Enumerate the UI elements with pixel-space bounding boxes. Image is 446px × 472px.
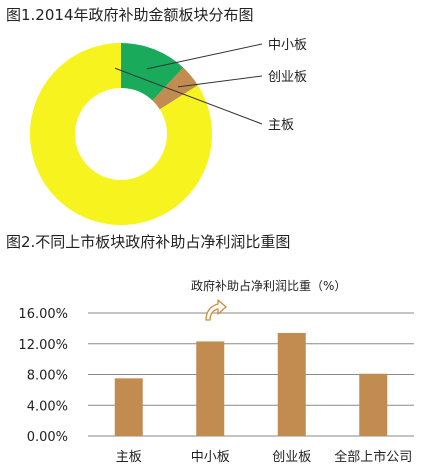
x-tick-label-4: 全部上市公司 <box>334 449 412 465</box>
slice-label-2: 创业板 <box>268 70 307 85</box>
donut-slice-1 <box>121 43 184 101</box>
bar-4 <box>359 373 388 436</box>
y-tick-label-4: 12.00% <box>18 338 68 353</box>
curved-arrow-shape <box>205 299 227 321</box>
y-tick-label-5: 16.00% <box>18 307 68 322</box>
bar-3 <box>277 332 306 436</box>
bar-2 <box>196 341 225 436</box>
bar-1 <box>114 378 143 436</box>
curved-arrow-icon <box>205 299 227 321</box>
slice-label-1: 中小板 <box>268 38 307 53</box>
donut-slice-3 <box>30 43 213 226</box>
y-tick-label-1: 0.00% <box>27 430 68 445</box>
leader-line-1 <box>146 43 263 70</box>
leader-line-2 <box>177 75 263 88</box>
leader-line-3 <box>114 67 263 125</box>
y-tick-label-3: 8.00% <box>27 369 68 384</box>
x-tick-label-3: 创业板 <box>272 450 311 465</box>
x-tick-label-2: 中小板 <box>191 450 230 465</box>
y-tick-label-2: 4.00% <box>27 399 68 414</box>
x-tick-label-1: 主板 <box>116 450 142 465</box>
slice-label-3: 主板 <box>268 118 294 133</box>
donut-slice-2 <box>152 67 198 110</box>
bar-chart-title: 图2.不同上市板块政府补助占净利润比重图 <box>6 233 291 251</box>
legend-label: 政府补助占净利润比重（%） <box>191 278 346 293</box>
pie-chart-title: 图1.2014年政府补助金额板块分布图 <box>6 6 254 24</box>
